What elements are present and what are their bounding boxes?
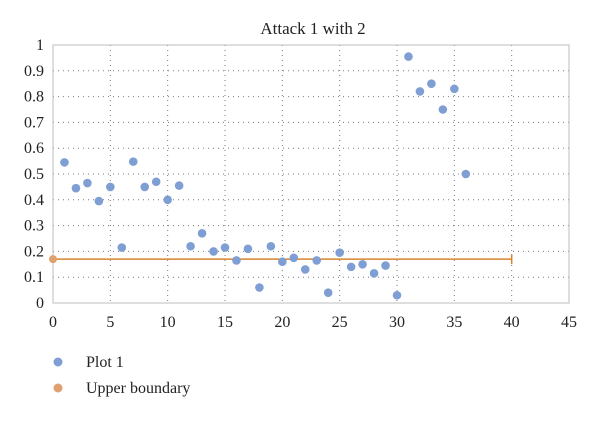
x-tick-label: 10 xyxy=(160,314,176,331)
plot-1-point xyxy=(346,262,356,272)
plot-1-point xyxy=(94,196,104,206)
plot-1-point xyxy=(358,260,367,269)
grid-lines xyxy=(53,45,569,303)
legend-marker-plot-1 xyxy=(53,357,63,367)
plot-1-point xyxy=(71,183,81,193)
plot-area-frame xyxy=(52,44,570,304)
x-tick-label: 25 xyxy=(332,314,348,331)
plot-1-point xyxy=(461,169,471,179)
x-axis: 0 5 10 15 20 25 30 35 40 45 xyxy=(49,314,577,331)
plot-1-point xyxy=(415,87,425,96)
plot-1-point xyxy=(83,178,92,188)
y-tick-label: 0.8 xyxy=(24,89,44,106)
y-tick-label: 0.3 xyxy=(24,218,44,235)
legend-marker-upper-boundary xyxy=(53,383,63,393)
plot-1-point xyxy=(289,253,299,263)
x-tick-label: 5 xyxy=(106,314,114,331)
plot-1-point xyxy=(151,177,161,187)
plot-1-point xyxy=(369,269,379,278)
x-tick-label: 20 xyxy=(274,314,290,331)
plot-1-point xyxy=(163,195,172,205)
y-tick-label: 0.1 xyxy=(24,269,44,286)
plot-1-point xyxy=(427,79,436,88)
plot-1-point xyxy=(278,257,287,267)
plot-1-point xyxy=(312,256,322,265)
legend-item-upper-boundary: Upper boundary xyxy=(53,380,190,397)
legend-label-upper-boundary: Upper boundary xyxy=(86,380,190,397)
y-tick-label: 0.6 xyxy=(24,140,44,157)
x-tick-label: 15 xyxy=(217,314,233,331)
plot-1-point xyxy=(220,243,230,252)
y-tick-label: 0.9 xyxy=(24,63,44,80)
plot-1-point xyxy=(106,182,115,192)
plot-1-point xyxy=(300,265,310,274)
plot-1-point xyxy=(381,261,390,270)
y-tick-label: 0.7 xyxy=(24,114,44,131)
plot-1-point xyxy=(450,84,459,94)
x-tick-label: 30 xyxy=(389,314,405,331)
plot-1-point xyxy=(404,52,413,61)
plot-1-series xyxy=(60,52,471,300)
y-tick-label: 0 xyxy=(36,295,44,312)
plot-1-point xyxy=(335,248,344,257)
plot-1-point xyxy=(60,158,69,167)
x-tick-label: 35 xyxy=(446,314,462,331)
plot-1-point xyxy=(243,244,253,254)
y-tick-label: 1 xyxy=(36,37,44,54)
plot-1-point xyxy=(323,288,333,297)
plot-1-point xyxy=(128,157,138,166)
y-tick-label: 0.2 xyxy=(24,243,44,260)
x-tick-label: 40 xyxy=(504,314,520,331)
x-tick-label: 45 xyxy=(561,314,577,331)
plot-1-point xyxy=(255,283,264,292)
x-tick-label: 0 xyxy=(49,314,57,331)
plot-1-point xyxy=(392,290,402,300)
legend-label-plot-1: Plot 1 xyxy=(86,354,124,371)
plot-1-point xyxy=(186,241,195,251)
legend: Plot 1 Upper boundary xyxy=(53,354,190,397)
plot-1-point xyxy=(232,256,241,265)
plot-1-point xyxy=(438,105,448,114)
plot-1-point xyxy=(266,241,276,251)
plot-1-point xyxy=(117,243,127,252)
chart-title: Attack 1 with 2 xyxy=(260,19,365,38)
plot-1-point xyxy=(197,229,207,238)
legend-item-plot-1: Plot 1 xyxy=(53,354,124,371)
upper-boundary-marker xyxy=(49,255,57,264)
plot-1-point xyxy=(209,247,218,256)
y-tick-label: 0.4 xyxy=(24,192,44,209)
y-axis: 0 0.1 0.2 0.3 0.4 0.5 0.6 0.7 0.8 0.9 1 xyxy=(24,37,44,312)
plot-1-point xyxy=(140,182,150,192)
y-tick-label: 0.5 xyxy=(24,166,44,183)
plot-1-point xyxy=(174,181,184,190)
